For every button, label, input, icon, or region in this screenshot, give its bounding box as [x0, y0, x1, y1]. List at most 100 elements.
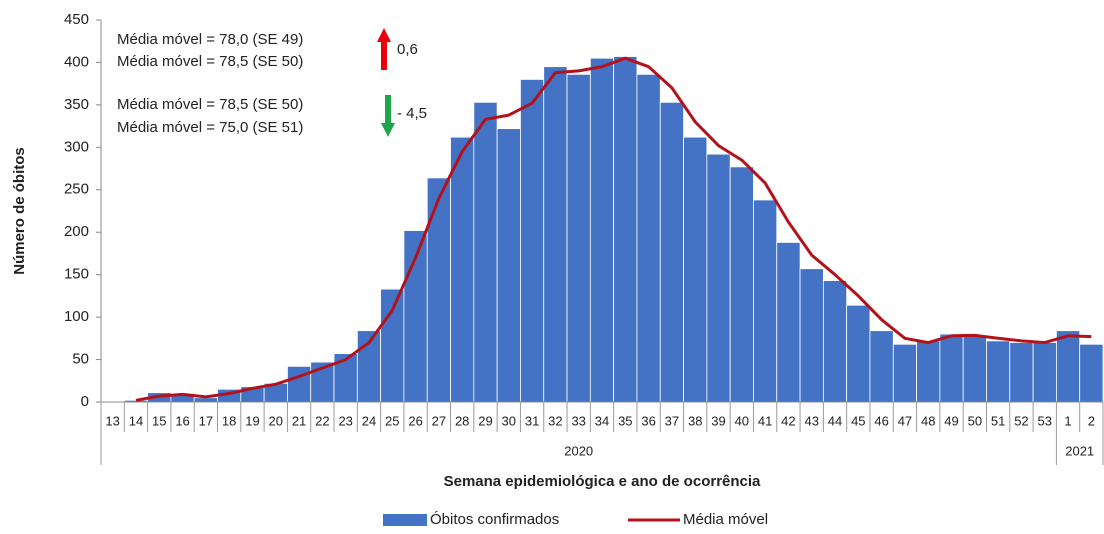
- x-tick-label: 2: [1088, 413, 1095, 428]
- y-tick-label: 50: [72, 351, 89, 368]
- y-tick-label: 0: [81, 393, 89, 410]
- y-tick-label: 300: [64, 138, 89, 155]
- x-tick-label: 29: [478, 413, 492, 428]
- bar: [659, 101, 684, 403]
- bar: [426, 177, 451, 403]
- bar: [776, 242, 801, 403]
- y-tick-label: 400: [64, 53, 89, 70]
- x-tick-label: 33: [571, 413, 585, 428]
- x-tick-label: 42: [781, 413, 795, 428]
- bar: [543, 66, 568, 403]
- y-tick-label: 100: [64, 308, 89, 325]
- x-tick-label: 13: [105, 413, 119, 428]
- bar: [962, 335, 987, 403]
- x-tick-label: 51: [991, 413, 1005, 428]
- x-tick-label: 30: [502, 413, 516, 428]
- bar: [566, 73, 591, 403]
- x-tick-label: 35: [618, 413, 632, 428]
- bar: [706, 153, 731, 403]
- bar: [939, 333, 964, 403]
- x-tick-label: 49: [944, 413, 958, 428]
- x-tick-label: 39: [711, 413, 725, 428]
- x-tick-label: 50: [968, 413, 982, 428]
- bar: [1032, 342, 1057, 403]
- x-tick-label: 22: [315, 413, 329, 428]
- bar: [869, 330, 894, 403]
- x-tick-label: 15: [152, 413, 166, 428]
- y-tick-label: 450: [64, 11, 89, 28]
- bar: [287, 365, 312, 403]
- x-tick-label: 25: [385, 413, 399, 428]
- x-tick-label: 44: [828, 413, 842, 428]
- x-tick-label: 24: [362, 413, 376, 428]
- x-tick-label: 38: [688, 413, 702, 428]
- x-tick-label: 1: [1064, 413, 1071, 428]
- bar: [450, 136, 475, 403]
- bar: [986, 340, 1011, 403]
- y-tick-label: 150: [64, 266, 89, 283]
- legend-label: Média móvel: [683, 511, 768, 528]
- bar: [753, 199, 778, 403]
- x-tick-label: 14: [129, 413, 143, 428]
- x-tick-label: 41: [758, 413, 772, 428]
- annotation-text: Média móvel = 75,0 (SE 51): [117, 119, 303, 136]
- y-tick-label: 350: [64, 96, 89, 113]
- bar: [1055, 330, 1081, 403]
- bar: [613, 56, 638, 403]
- annotation-text: Média móvel = 78,0 (SE 49): [117, 31, 303, 48]
- bar: [846, 304, 871, 403]
- x-tick-label: 53: [1038, 413, 1052, 428]
- x-tick-label: 17: [199, 413, 213, 428]
- bar: [473, 101, 498, 403]
- bar: [729, 166, 754, 403]
- bar: [520, 79, 545, 403]
- group-label: 2020: [564, 443, 593, 458]
- y-tick-label: 200: [64, 223, 89, 240]
- x-tick-label: 16: [175, 413, 189, 428]
- x-tick-label: 21: [292, 413, 306, 428]
- x-tick-label: 48: [921, 413, 935, 428]
- x-tick-label: 36: [641, 413, 655, 428]
- bar: [1009, 342, 1034, 403]
- x-tick-label: 34: [595, 413, 609, 428]
- x-tick-label: 20: [269, 413, 283, 428]
- bar: [892, 343, 917, 403]
- line: [135, 56, 1092, 402]
- x-tick-label: 46: [874, 413, 888, 428]
- x-tick-label: 52: [1014, 413, 1028, 428]
- x-tick-label: 19: [245, 413, 259, 428]
- bar: [822, 280, 848, 403]
- x-tick-label: 43: [804, 413, 818, 428]
- x-tick-label: 31: [525, 413, 539, 428]
- x-tick-label: 45: [851, 413, 865, 428]
- annotation-change: - 4,5: [397, 105, 427, 122]
- x-axis-title: Semana epidemiológica e ano de ocorrênci…: [444, 473, 761, 490]
- group-label: 2021: [1065, 443, 1094, 458]
- legend-label: Óbitos confirmados: [430, 511, 559, 528]
- bar: [1079, 343, 1104, 403]
- legend-swatch: [383, 514, 427, 526]
- bar: [916, 340, 941, 403]
- y-tick-label: 250: [64, 181, 89, 198]
- x-tick-label: 40: [735, 413, 749, 428]
- bar: [636, 73, 661, 403]
- down-arrow: [381, 95, 395, 137]
- x-tick-label: 27: [432, 413, 446, 428]
- bar: [380, 288, 405, 403]
- bar: [589, 57, 615, 403]
- x-tick-label: 47: [898, 413, 912, 428]
- x-tick-label: 23: [338, 413, 352, 428]
- bar: [496, 128, 521, 403]
- x-tick-label: 28: [455, 413, 469, 428]
- up-arrow: [377, 28, 391, 70]
- x-tick-label: 37: [665, 413, 679, 428]
- x-tick-label: 18: [222, 413, 236, 428]
- annotation-change: 0,6: [397, 41, 418, 58]
- y-axis-title: Número de óbitos: [11, 147, 28, 275]
- annotation-text: Média móvel = 78,5 (SE 50): [117, 53, 303, 70]
- x-tick-label: 26: [408, 413, 422, 428]
- annotation-text: Média móvel = 78,5 (SE 50): [117, 96, 303, 113]
- x-tick-label: 32: [548, 413, 562, 428]
- bar: [683, 136, 708, 403]
